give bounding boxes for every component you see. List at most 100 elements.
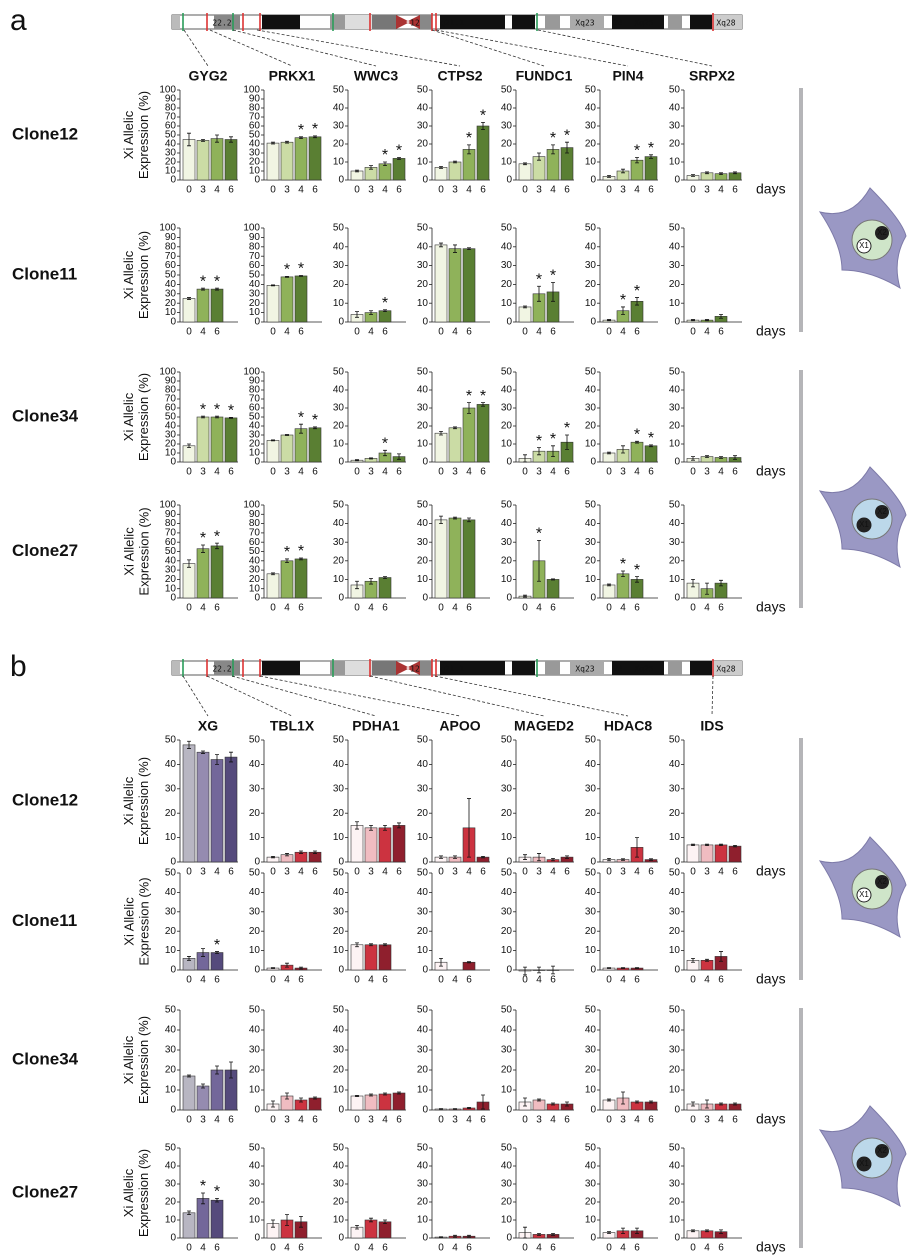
x-tick-label: 0 — [354, 975, 360, 986]
ideogram-label: q21.1 — [440, 665, 464, 674]
y-tick-label: 10 — [585, 439, 597, 450]
bar — [645, 446, 657, 462]
significance-mark: * — [382, 436, 388, 453]
y-tick-label: 30 — [501, 1045, 513, 1056]
y-tick-label: 30 — [501, 783, 513, 794]
x-tick-label: 3 — [536, 1115, 542, 1126]
y-tick-label: 30 — [417, 1179, 429, 1190]
y-tick-label: 10 — [417, 832, 429, 843]
bar — [533, 1100, 545, 1110]
bar — [435, 433, 447, 462]
significance-mark: * — [466, 388, 472, 405]
bar — [603, 453, 615, 462]
x-tick-label: 6 — [732, 185, 738, 196]
y-tick-label: 10 — [669, 298, 681, 309]
nucleus — [852, 220, 892, 260]
y-tick-label: 10 — [501, 574, 513, 585]
x-tick-label: 0 — [186, 185, 192, 196]
x-tick-label: 3 — [284, 185, 290, 196]
y-tick-label: 30 — [585, 260, 597, 271]
x-tick-label: 6 — [466, 603, 472, 614]
x-tick-label: 4 — [466, 185, 472, 196]
bar — [267, 574, 279, 598]
x-tick-label: 4 — [620, 327, 626, 338]
x-tick-label: 4 — [382, 467, 388, 478]
ideogram-label: Xq23 — [575, 665, 594, 674]
y-tick-label: 30 — [585, 403, 597, 414]
y-tick-label: 50 — [585, 1005, 597, 1016]
x-tick-label: 0 — [438, 1115, 444, 1126]
y-tick-label: 30 — [417, 260, 429, 271]
y-tick-label: 30 — [333, 1179, 345, 1190]
bar — [183, 1213, 195, 1238]
y-tick-label: 50 — [249, 1005, 261, 1016]
significance-mark: * — [298, 409, 304, 426]
x-tick-label: 4 — [298, 467, 304, 478]
y-tick-label: 0 — [590, 965, 596, 976]
bar — [449, 518, 461, 598]
bar — [379, 311, 391, 322]
y-tick-label: 10 — [417, 1215, 429, 1226]
y-tick-label: 20 — [501, 808, 513, 819]
significance-mark: * — [536, 433, 542, 450]
bar — [295, 559, 307, 598]
y-tick-label: 20 — [417, 926, 429, 937]
y-tick-label: 10 — [417, 574, 429, 585]
x-tick-label: 0 — [186, 603, 192, 614]
bar — [211, 953, 223, 970]
y-tick-label: 0 — [674, 317, 680, 328]
x-tick-label: 4 — [214, 1115, 220, 1126]
x-tick-label: 6 — [312, 867, 318, 878]
x-tick-label: 6 — [396, 867, 402, 878]
bar — [393, 1093, 405, 1110]
bar — [715, 845, 727, 862]
significance-mark: * — [480, 108, 486, 125]
y-tick-label: 30 — [333, 260, 345, 271]
y-tick-label: 40 — [585, 103, 597, 114]
bar — [211, 1070, 223, 1110]
y-tick-label: 20 — [333, 139, 345, 150]
x-tick-label: 6 — [732, 467, 738, 478]
y-tick-label: 40 — [165, 759, 177, 770]
x-tick-label: 0 — [270, 1115, 276, 1126]
x-tick-label: 0 — [354, 1243, 360, 1254]
cell-label: X1 — [859, 890, 869, 899]
ideogram-label: 24 — [613, 665, 623, 674]
x-tick-label: 6 — [648, 1115, 654, 1126]
y-tick-label: 10 — [417, 945, 429, 956]
cell-label: X2 — [877, 228, 887, 237]
x-axis-label: days — [756, 323, 786, 339]
x-tick-label: 6 — [396, 1115, 402, 1126]
significance-mark: * — [634, 427, 640, 444]
y-tick-label: 50 — [165, 868, 177, 879]
x-tick-label: 6 — [298, 1243, 304, 1254]
y-tick-label: 30 — [501, 906, 513, 917]
x-tick-label: 4 — [634, 467, 640, 478]
y-tick-label: 0 — [422, 1105, 428, 1116]
y-tick-label: 50 — [333, 500, 345, 511]
x-tick-label: 0 — [606, 975, 612, 986]
x-tick-label: 6 — [564, 867, 570, 878]
x-tick-label: 0 — [354, 603, 360, 614]
y-tick-label: 50 — [417, 223, 429, 234]
x-axis-label: days — [756, 463, 786, 479]
y-tick-label: 20 — [165, 298, 177, 309]
y-tick-label: 50 — [669, 500, 681, 511]
significance-mark: * — [466, 130, 472, 147]
x-tick-label: 6 — [718, 975, 724, 986]
y-tick-label: 0 — [254, 317, 260, 328]
x-tick-label: 6 — [214, 1243, 220, 1254]
bar — [211, 546, 223, 598]
x-tick-label: 4 — [536, 327, 542, 338]
x-tick-label: 6 — [564, 185, 570, 196]
x-tick-label: 0 — [354, 185, 360, 196]
gene-title: IDS — [700, 718, 723, 734]
x-tick-label: 0 — [270, 867, 276, 878]
y-tick-label: 10 — [333, 1085, 345, 1096]
y-tick-label: 30 — [501, 260, 513, 271]
y-tick-label: 0 — [338, 965, 344, 976]
y-tick-label: 50 — [669, 367, 681, 378]
connector — [435, 676, 628, 716]
y-tick-label: 0 — [422, 457, 428, 468]
x-tick-label: 0 — [690, 1243, 696, 1254]
